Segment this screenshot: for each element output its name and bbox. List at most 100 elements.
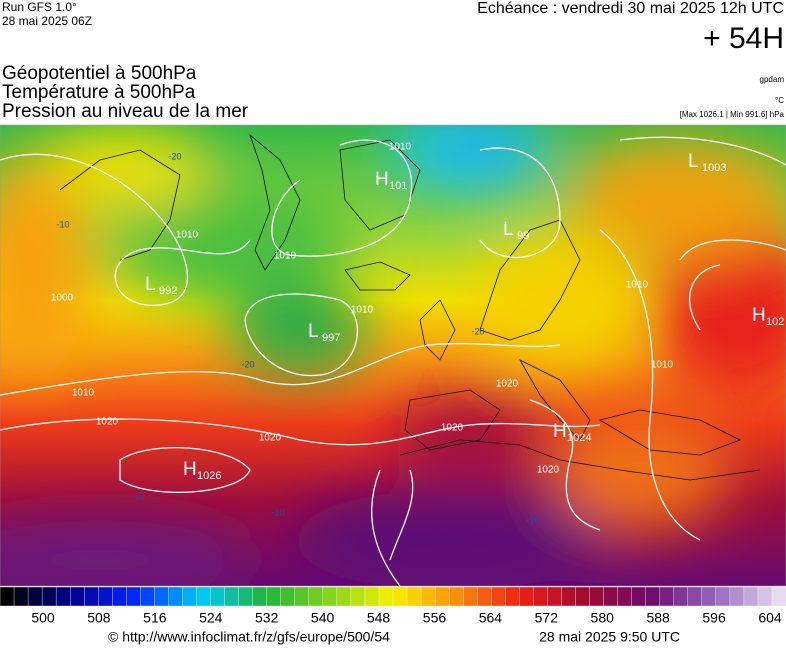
scale-swatch — [687, 586, 703, 607]
pressure-center-value: 1024 — [567, 432, 591, 444]
footer-date: 28 mai 2025 9:50 UTC — [539, 629, 680, 645]
pressure-center-letter: L — [308, 321, 319, 342]
isobar-label: 1010 — [72, 388, 95, 399]
scale-swatch — [294, 586, 310, 607]
scale-swatch — [561, 586, 577, 607]
scale-tick-label: 532 — [255, 610, 279, 626]
scale-swatch — [84, 586, 99, 607]
pressure-center-letter: H — [183, 459, 197, 480]
scale-swatch — [477, 586, 492, 607]
scale-swatch — [140, 586, 156, 607]
pressure-center-letter: H — [375, 169, 389, 190]
lead-time: + 54H — [703, 22, 784, 55]
scale-swatch — [617, 586, 633, 607]
scale-swatch — [336, 586, 352, 607]
scale-swatch — [55, 586, 71, 607]
scale-swatch — [308, 586, 324, 607]
scale-swatch — [41, 586, 57, 607]
scale-swatch — [69, 586, 85, 607]
scale-tick-label: 572 — [535, 610, 559, 626]
scale-swatch — [589, 586, 605, 607]
map-frame — [0, 124, 786, 587]
scale-swatch — [673, 586, 689, 607]
pressure-center-letter: H — [752, 305, 766, 326]
temperature-label: -10 — [526, 515, 539, 525]
scale-swatch — [126, 586, 142, 607]
scale-swatch — [280, 586, 296, 607]
scale-swatch — [210, 586, 226, 607]
title-temperature: Température à 500hPa — [2, 82, 196, 103]
isobar-label: 1020 — [537, 465, 560, 476]
scale-swatch — [434, 586, 450, 607]
field-shading — [0, 125, 786, 586]
valid-time: Echéance : vendredi 30 mai 2025 12h UTC — [477, 0, 784, 17]
pressure-center-value: 1026 — [197, 470, 221, 482]
scale-swatch — [252, 586, 268, 607]
scale-swatch — [547, 586, 563, 607]
scale-swatch — [448, 586, 464, 607]
isobar-label: 1010 — [389, 142, 412, 153]
title-pressure: Pression au niveau de la mer — [2, 101, 249, 122]
scale-swatch — [645, 586, 661, 607]
isobar-label: 1000 — [51, 293, 74, 304]
pressure-center-value: 99 — [517, 230, 529, 242]
scale-swatch — [420, 586, 436, 607]
scale-swatch — [27, 586, 43, 607]
scale-tick-label: 604 — [758, 610, 782, 626]
isobar-label: 1020 — [259, 433, 282, 444]
scale-swatch — [406, 586, 422, 607]
temperature-label: -10 — [271, 507, 284, 517]
scale-swatch — [729, 586, 745, 607]
scale-swatch — [701, 586, 717, 607]
scale-swatch — [392, 586, 408, 607]
footer-source: © http://www.infoclimat.fr/z/gfs/europe/… — [108, 629, 390, 645]
pressure-center-value: 101 — [389, 180, 407, 192]
scale-tick-label: 516 — [143, 610, 167, 626]
isobar-label: 1010 — [626, 280, 649, 291]
scale-swatch — [519, 586, 535, 607]
scale-swatch — [631, 586, 647, 607]
scale-tick-label: 508 — [87, 610, 111, 626]
scale-swatch — [98, 586, 113, 607]
temperature-label: -10 — [56, 219, 69, 229]
pressure-center-value: 1003 — [702, 162, 726, 174]
scale-swatch — [757, 586, 773, 607]
isobar-label: 1020 — [441, 423, 464, 434]
scale-tick-label: 564 — [479, 610, 503, 626]
isobar-label: 1010 — [351, 305, 374, 316]
scale-swatch — [715, 586, 731, 607]
temperature-label: -20 — [471, 326, 484, 336]
scale-swatch — [771, 586, 786, 607]
scale-swatch — [462, 586, 478, 607]
isobars — [0, 136, 786, 586]
title-geopotential: Géopotentiel à 500hPa — [2, 63, 197, 84]
temperature-label: -20 — [168, 151, 181, 161]
run-date: 28 mai 2025 06Z — [2, 14, 92, 28]
scale-swatch — [182, 586, 198, 607]
isobar-label: 1010 — [274, 251, 297, 262]
pressure-center-value: 102 — [766, 316, 784, 328]
unit-geopotential: gpdam — [760, 75, 785, 84]
scale-swatch — [364, 586, 380, 607]
scale-tick-label: 540 — [311, 610, 335, 626]
scale-tick-label: 500 — [31, 610, 55, 626]
isobar-label: 1010 — [176, 230, 199, 241]
isobar-label: 1020 — [96, 417, 119, 428]
scale-tick-label: 580 — [591, 610, 615, 626]
scale-swatch — [168, 586, 184, 607]
pressure-center-value: 992 — [159, 285, 177, 297]
scale-swatch — [533, 586, 549, 607]
scale-tick-label: 548 — [367, 610, 391, 626]
scale-swatch — [238, 586, 254, 607]
pressure-center-letter: L — [503, 219, 514, 240]
scale-swatch — [491, 586, 506, 607]
scale-swatch — [743, 586, 759, 607]
temperature-label: -10 — [131, 491, 144, 501]
scale-swatch — [659, 586, 675, 607]
scale-tick-label: 556 — [423, 610, 447, 626]
scale-swatch — [575, 586, 591, 607]
pressure-center-letter: H — [553, 421, 567, 442]
isobar-label: 1010 — [651, 360, 674, 371]
